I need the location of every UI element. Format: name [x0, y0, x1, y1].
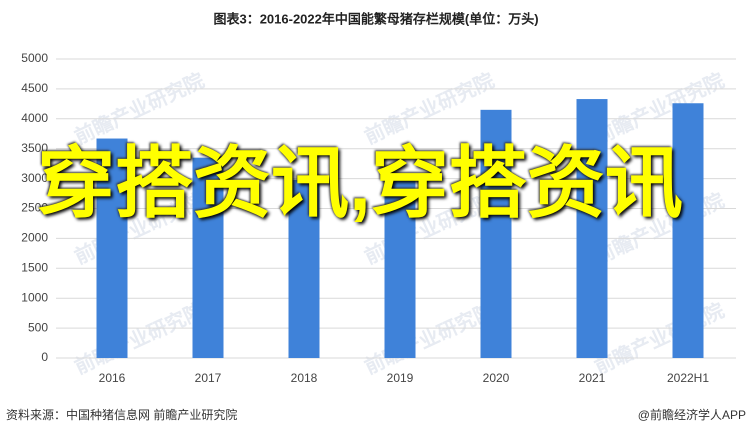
x-tick-label: 2017: [195, 371, 222, 385]
x-tick-label: 2018: [291, 371, 318, 385]
bar: [192, 157, 224, 358]
watermark: 前瞻产业研究院: [591, 298, 728, 379]
y-tick-label: 0: [41, 350, 48, 364]
credit: @前瞻经济学人APP: [638, 407, 746, 422]
y-tick-label: 2000: [21, 231, 48, 245]
bar: [672, 103, 704, 358]
watermark: 前瞻产业研究院: [591, 68, 728, 149]
y-tick-label: 5000: [21, 51, 48, 65]
overlay-text: 穿搭资讯,穿搭资讯: [37, 139, 683, 227]
x-tick-label: 2020: [483, 371, 510, 385]
bar: [384, 173, 416, 358]
x-tick-label: 2022H1: [667, 371, 709, 385]
bar: [576, 99, 608, 358]
bar: [480, 109, 512, 358]
watermark: 前瞻产业研究院: [361, 68, 498, 149]
chart-title: 图表3：2016-2022年中国能繁母猪存栏规模(单位：万头): [213, 11, 538, 26]
bar: [288, 179, 320, 358]
watermark: 前瞻产业研究院: [71, 68, 208, 149]
y-tick-label: 500: [28, 320, 48, 334]
source-note: 资料来源：中国种猪信息网 前瞻产业研究院: [6, 407, 237, 422]
y-tick-label: 4000: [21, 111, 48, 125]
watermark: 前瞻产业研究院: [361, 298, 498, 379]
y-tick-label: 3500: [21, 141, 48, 155]
y-tick-label: 4500: [21, 81, 48, 95]
y-tick-label: 3000: [21, 171, 48, 185]
x-tick-label: 2021: [579, 371, 606, 385]
y-tick-label: 1000: [21, 290, 48, 304]
watermark: 前瞻产业研究院: [71, 298, 208, 379]
x-tick-label: 2019: [387, 371, 414, 385]
y-tick-label: 2500: [21, 201, 48, 215]
x-tick-label: 2016: [99, 371, 126, 385]
y-tick-label: 1500: [21, 260, 48, 274]
bar: [96, 138, 128, 358]
